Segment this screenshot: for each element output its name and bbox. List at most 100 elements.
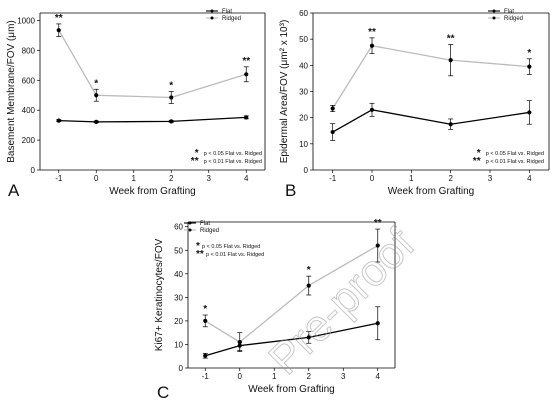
legend-label: Ridged: [504, 16, 523, 22]
significance-note-marker: **: [196, 249, 204, 260]
data-point: [56, 28, 61, 33]
x-axis-label: Week from Grafting: [109, 186, 196, 197]
legend-marker: [210, 16, 214, 20]
y-tick-label: 60: [299, 9, 308, 18]
x-tick-label: 1: [132, 174, 137, 183]
significance-note: p < 0.05 Flat vs. Ridged: [204, 151, 262, 157]
y-tick-label: 10: [299, 140, 308, 149]
significance-note: p < 0.01 Flat vs. Ridged: [204, 159, 262, 165]
x-tick-label: -1: [329, 174, 337, 183]
data-point: [448, 122, 453, 127]
series-line: [205, 322, 378, 357]
x-axis-label: Week from Grafting: [388, 186, 475, 197]
legend-marker: [492, 9, 496, 13]
data-point: [169, 95, 174, 100]
y-axis-label: Epidermal Area/FOV (μm² x 10³): [279, 20, 290, 164]
x-axis-label: Week from Grafting: [248, 384, 335, 395]
data-point: [527, 110, 532, 115]
significance-marker: **: [368, 27, 376, 38]
series-line: [204, 244, 379, 343]
data-point: [244, 72, 249, 77]
series-line: [58, 29, 247, 99]
significance-note-marker: *: [195, 148, 199, 159]
panel-label: B: [285, 181, 296, 200]
data-point: [448, 58, 453, 63]
data-point: [527, 64, 532, 69]
significance-marker: *: [169, 81, 173, 92]
legend-label: Ridged: [222, 16, 241, 22]
x-tick-label: 2: [307, 372, 312, 381]
y-tick-label: 200: [22, 136, 36, 145]
x-tick-label: 1: [409, 174, 414, 183]
significance-marker: *: [307, 265, 311, 276]
x-tick-label: 2: [169, 174, 174, 183]
x-tick-label: 0: [94, 174, 99, 183]
significance-marker: **: [374, 218, 382, 229]
series-line: [332, 44, 530, 109]
y-tick-label: 20: [299, 114, 308, 123]
y-tick-label: 40: [174, 270, 183, 279]
data-point: [306, 283, 311, 288]
data-point: [203, 353, 208, 358]
y-tick-label: 60: [174, 223, 183, 232]
panel-label: A: [8, 181, 20, 200]
x-tick-label: 2: [448, 174, 453, 183]
y-tick-label: 0: [304, 166, 309, 175]
x-tick-label: 0: [370, 174, 375, 183]
legend-label: Flat: [200, 221, 210, 227]
x-tick-label: 1: [272, 372, 277, 381]
y-tick-label: 50: [174, 246, 183, 255]
y-tick-label: 20: [174, 317, 183, 326]
y-tick-label: 50: [299, 35, 308, 44]
significance-note: p < 0.01 Flat vs. Ridged: [206, 252, 264, 258]
legend-marker: [188, 221, 192, 225]
x-tick-label: 0: [238, 372, 243, 381]
significance-note: p < 0.01 Flat vs. Ridged: [486, 159, 544, 165]
x-tick-label: -1: [202, 372, 210, 381]
y-tick-label: 0: [31, 166, 36, 175]
panel-label: C: [157, 383, 169, 402]
y-tick-label: 10: [174, 340, 183, 349]
x-tick-label: 4: [527, 174, 532, 183]
chart-panel-a: -1 0 1 2 3 4 0 200 400 600 800 1000 Week from Grafti…: [6, 9, 266, 200]
data-point: [56, 118, 61, 123]
data-point: [244, 115, 249, 120]
y-tick-label: 1000: [17, 16, 35, 25]
legend-label: Flat: [222, 9, 232, 15]
legend-label: Ridged: [200, 228, 219, 234]
y-tick-label: 30: [174, 293, 183, 302]
significance-note-marker: *: [196, 241, 200, 252]
x-tick-label: 3: [341, 372, 346, 381]
significance-note-marker: **: [191, 156, 199, 167]
y-tick-label: 800: [22, 46, 36, 55]
data-point: [237, 339, 242, 345]
y-tick-label: 0: [179, 364, 184, 373]
x-tick-label: 3: [207, 174, 212, 183]
y-tick-label: 600: [22, 76, 36, 85]
y-axis-label: Ki67+ Keratinocytes/FOV: [154, 238, 165, 351]
y-axis-label: Basement Membrane/FOV (μm): [6, 20, 17, 162]
x-tick-label: 4: [244, 174, 249, 183]
x-tick-label: -1: [55, 174, 63, 183]
data-point: [330, 106, 335, 111]
significance-marker: **: [55, 13, 63, 24]
significance-marker: *: [203, 304, 207, 315]
legend-marker: [210, 9, 214, 13]
y-tick-label: 40: [299, 61, 308, 70]
data-point: [94, 119, 99, 124]
watermark: Pre-proof: [260, 219, 425, 384]
legend-marker: [188, 228, 192, 232]
y-tick-label: 400: [22, 106, 36, 115]
legend-marker: [492, 16, 496, 20]
data-point: [306, 335, 311, 340]
data-point: [375, 321, 380, 326]
x-tick-label: 3: [488, 174, 493, 183]
data-point: [94, 93, 99, 98]
significance-marker: *: [94, 78, 98, 89]
series-line: [58, 116, 247, 123]
significance-marker: **: [242, 56, 250, 67]
data-point: [169, 119, 174, 124]
data-point: [369, 107, 375, 112]
